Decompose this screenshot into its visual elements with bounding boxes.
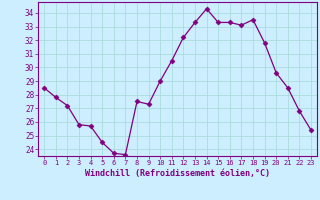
X-axis label: Windchill (Refroidissement éolien,°C): Windchill (Refroidissement éolien,°C)	[85, 169, 270, 178]
